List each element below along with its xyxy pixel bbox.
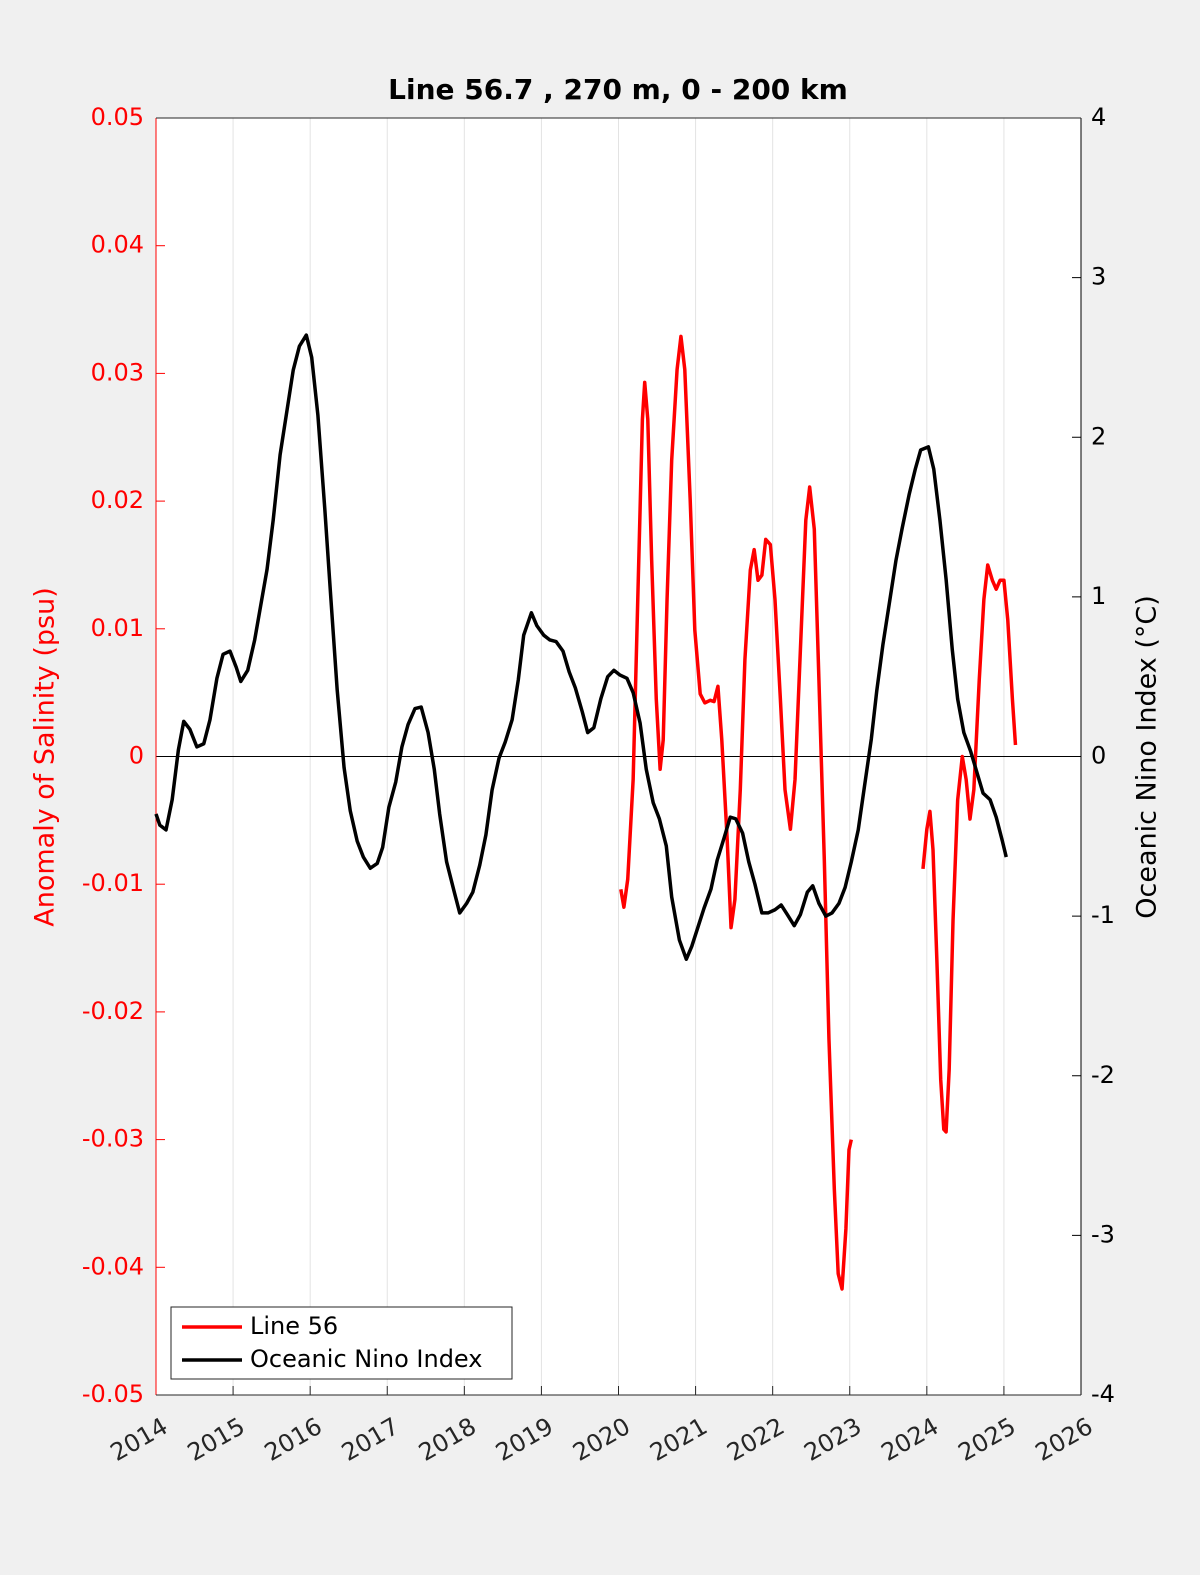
y-tick-label: 0.02 [91, 486, 144, 514]
legend-box [170, 1306, 513, 1380]
y2-tick-label: -2 [1091, 1061, 1115, 1089]
y2-tick-label: 1 [1091, 582, 1106, 610]
x-tick-label: 2020 [568, 1412, 635, 1467]
x-tick-label: 2017 [337, 1412, 404, 1467]
y2-tick-label: 3 [1091, 263, 1106, 291]
x-tick-label: 2016 [260, 1412, 327, 1467]
x-tick-label: 2015 [183, 1412, 250, 1467]
legend: Line 56 Oceanic Nino Index [170, 1306, 513, 1380]
y2-tick-label: -1 [1091, 901, 1115, 929]
x-tick-label: 2018 [414, 1412, 481, 1467]
y2-tick-label: 0 [1091, 742, 1106, 770]
y2-tick-label: 2 [1091, 422, 1106, 450]
data-line [619, 334, 1018, 1291]
chart-title: Line 56.7 , 270 m, 0 - 200 km [388, 73, 848, 106]
legend-label: Line 56 [250, 1312, 338, 1340]
y-tick-label: -0.01 [82, 869, 144, 897]
y2-tick-label: -4 [1091, 1380, 1115, 1408]
y-tick-label: -0.02 [82, 997, 144, 1025]
y-tick-label: 0.04 [91, 231, 144, 259]
x-tick-label: 2025 [954, 1412, 1021, 1467]
y-tick-label: -0.04 [82, 1252, 144, 1280]
y-tick-label: 0 [129, 742, 144, 770]
x-tick-label: 2024 [876, 1412, 943, 1467]
x-tick-label: 2014 [106, 1412, 173, 1467]
y-tick-label: -0.05 [82, 1380, 144, 1408]
y-tick-label: 0.03 [91, 358, 144, 386]
y-axis-label: Anomaly of Salinity (psu) [30, 587, 61, 926]
x-tick-label: 2022 [722, 1412, 789, 1467]
y2-tick-label: -3 [1091, 1220, 1115, 1248]
x-tick-label: 2026 [1031, 1412, 1098, 1467]
x-tick-label: 2023 [799, 1412, 866, 1467]
legend-label: Oceanic Nino Index [250, 1345, 482, 1373]
data-line [154, 333, 1008, 961]
y-tick-label: 0.05 [91, 103, 144, 131]
y-tick-label: -0.03 [82, 1125, 144, 1153]
x-tick-label: 2021 [645, 1412, 712, 1467]
y2-tick-label: 4 [1091, 103, 1106, 131]
y2-axis-label: Oceanic Nino Index (°C) [1132, 595, 1163, 919]
x-tick-label: 2019 [491, 1412, 558, 1467]
y-tick-label: 0.01 [91, 614, 144, 642]
